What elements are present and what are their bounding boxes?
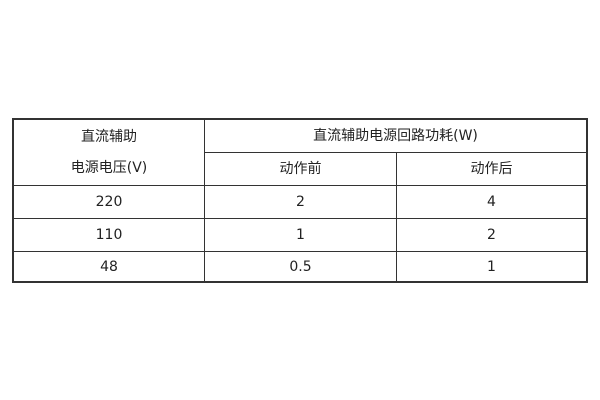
header-after: 动作后 (470, 161, 513, 177)
row-divider (14, 251, 586, 252)
header-voltage-line1: 直流辅助 (81, 128, 137, 145)
cell-after: 1 (487, 258, 496, 275)
header-voltage-line2: 电源电压(V) (70, 159, 148, 176)
header-voltage: 直流辅助 电源电压(V) (14, 120, 204, 185)
header-power-group: 直流辅助电源回路功耗(W) (313, 128, 478, 144)
cell-before: 1 (296, 227, 305, 243)
row-divider (14, 185, 586, 186)
column-divider (396, 152, 397, 281)
cell-voltage: 110 (95, 227, 123, 243)
cell-before: 0.5 (289, 258, 312, 275)
cell-before: 2 (296, 194, 305, 210)
power-consumption-table: 直流辅助 电源电压(V) 直流辅助电源回路功耗(W) 动作前 动作后 220 2… (12, 118, 588, 283)
row-divider (14, 218, 586, 219)
cell-after: 4 (487, 194, 496, 210)
row-divider (204, 152, 586, 153)
cell-after: 2 (487, 227, 496, 243)
column-divider (204, 120, 205, 281)
cell-voltage: 220 (95, 194, 123, 210)
cell-voltage: 48 (100, 258, 118, 275)
header-before: 动作前 (279, 161, 322, 177)
